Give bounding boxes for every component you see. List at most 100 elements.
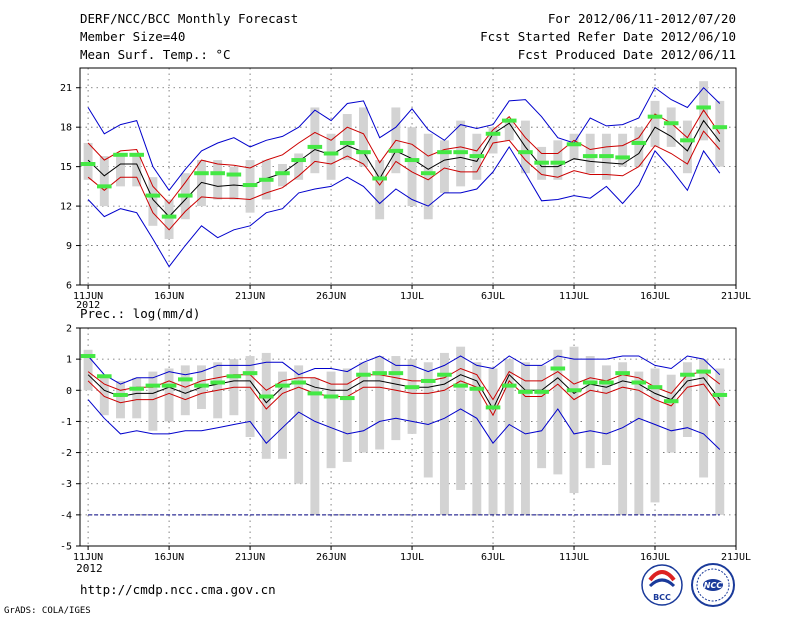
temp-observed-mark-18 (356, 150, 371, 155)
temp-ensemble-bar-35 (634, 127, 644, 167)
prec-ensemble-bar-39 (699, 359, 709, 478)
temp-ensemble-bar-10 (229, 166, 239, 200)
prec-observed-mark-17 (339, 396, 355, 401)
prec-observed-mark-18 (356, 372, 371, 377)
prec-ensemble-bar-27 (504, 359, 514, 515)
prec-ytick-label-1: -4 (60, 510, 72, 521)
temp-ensemble-bar-27 (504, 120, 514, 141)
prec-ensemble-bar-25 (472, 362, 482, 515)
figure-title: DERF/NCC/BCC Monthly Forecast (80, 11, 298, 26)
prec-observed-mark-31 (566, 388, 582, 393)
temp-ensemble-bar-31 (569, 133, 579, 161)
temp-observed-mark-10 (226, 172, 242, 177)
temp-ensemble-bar-34 (618, 133, 628, 167)
precipitation-panel: -5 -4 -3 -2 -1 0 1 2 11JUN 16JUN 21JUN 26JUN 1JUL 6JU… (60, 324, 751, 576)
temp-observed-mark-29 (534, 160, 549, 165)
temp-observed-mark-17 (339, 140, 355, 145)
temp-observed-mark-30 (550, 160, 566, 165)
temp-observed-mark-19 (372, 176, 387, 181)
prec-observed-mark-4 (129, 386, 144, 391)
temp-ensemble-bar-37 (666, 107, 676, 147)
temp-xtick-label-1: 16JUN (154, 291, 184, 302)
bcc-logo: BCC (641, 564, 683, 606)
temp-ytick-label-2: 12 (60, 202, 72, 213)
temp-observed-mark-4 (129, 152, 144, 157)
prec-observed-mark-34 (615, 371, 630, 376)
temp-observed-mark-7 (177, 193, 193, 198)
prec-xtick-label-1: 16JUN (154, 552, 184, 563)
prec-ensemble-bar-20 (391, 356, 401, 441)
prec-observed-mark-33 (599, 380, 614, 385)
prec-xtick-label-0: 11JUN (73, 552, 103, 563)
temp-ensemble-bar-6 (164, 199, 174, 239)
prec-ensemble-bar-31 (569, 346, 579, 494)
member-size: Member Size=40 (80, 29, 185, 44)
prec-ensemble-bar-23 (439, 352, 449, 515)
prec-ensemble-bar-12 (261, 352, 271, 459)
prec-ensemble-bar-35 (634, 371, 644, 515)
prec-observed-mark-5 (145, 383, 161, 388)
prec-observed-mark-23 (437, 372, 452, 377)
temp-ytick-label-5: 21 (60, 83, 72, 94)
temp-ensemble-bar-19 (375, 160, 385, 220)
temp-ensemble-bar-26 (488, 127, 498, 154)
temp-observed-mark-20 (388, 148, 404, 153)
temp-ensemble-min-line (87, 145, 721, 268)
temp-observed-mark-38 (680, 138, 695, 143)
prec-ensemble-bar-5 (148, 371, 158, 431)
temp-xtick-label-6: 11JUL (559, 291, 589, 302)
temp-observed-mark-37 (663, 121, 679, 126)
prec-xtick-label-2: 21JUN (235, 552, 265, 563)
prec-observed-mark-38 (680, 372, 695, 377)
prec-observed-mark-39 (696, 369, 711, 374)
prec-ensemble-bar-13 (278, 371, 287, 459)
prec-observed-mark-37 (663, 399, 679, 404)
temp-ensemble-bar-32 (585, 133, 595, 174)
prec-ensemble-mean-line (87, 373, 721, 411)
temp-ensemble-bar-9 (213, 160, 223, 200)
prec-ensemble-lower-line (87, 380, 721, 417)
prec-ensemble-bar-29 (537, 365, 547, 469)
prec-xtick-label-4: 1JUL (400, 552, 424, 563)
prec-xtick-label-5: 6JUL (481, 552, 505, 563)
temp-ensemble-bar-21 (407, 127, 417, 207)
prec-observed-mark-12 (258, 394, 274, 399)
prec-observed-mark-21 (404, 385, 420, 390)
temp-observed-mark-28 (518, 150, 533, 155)
temp-observed-mark-8 (194, 171, 209, 176)
prec-observed-mark-25 (469, 386, 485, 391)
forecast-period: For 2012/06/11-2012/07/20 (548, 11, 736, 26)
prec-observed-mark-3 (113, 392, 128, 397)
prec-ensemble-bar-11 (245, 356, 255, 437)
temp-observed-mark-11 (242, 183, 258, 188)
temp-year-label: 2012 (76, 300, 100, 311)
prec-ensemble-bar-37 (666, 374, 676, 453)
prec-ensemble-bar-3 (116, 380, 125, 419)
temp-observed-mark-21 (404, 158, 420, 163)
prec-ensemble-bar-21 (407, 359, 417, 434)
prec-ensemble-bar-30 (553, 349, 563, 475)
prec-ensemble-bar-32 (585, 356, 595, 469)
temp-ensemble-max-line (87, 86, 721, 192)
prec-observed-mark-30 (550, 366, 566, 371)
temp-xtick-label-2: 21JUN (235, 291, 265, 302)
temp-ytick-label-1: 9 (66, 241, 72, 252)
prec-year-label: 2012 (76, 562, 103, 575)
prec-ytick-label-3: -2 (60, 448, 72, 459)
temp-observed-mark-35 (631, 140, 647, 145)
temp-ensemble-bar-18 (359, 107, 368, 167)
prec-ensemble-bar-26 (488, 368, 498, 515)
prec-observed-mark-8 (194, 383, 209, 388)
prec-ensemble-bar-4 (132, 377, 142, 419)
forecast-started-date: Fcst Started Refer Date 2012/06/10 (480, 29, 736, 44)
prec-observed-mark-9 (210, 380, 225, 385)
temp-ensemble-bar-22 (423, 133, 433, 220)
prec-ensemble-bar-2 (99, 374, 109, 416)
prec-observed-mark-29 (534, 389, 549, 394)
prec-xtick-label-6: 11JUL (559, 552, 589, 563)
prec-xtick-label-3: 26JUN (316, 552, 346, 563)
prec-ensemble-bar-6 (164, 368, 174, 422)
prec-observed-mark-40 (712, 392, 728, 397)
